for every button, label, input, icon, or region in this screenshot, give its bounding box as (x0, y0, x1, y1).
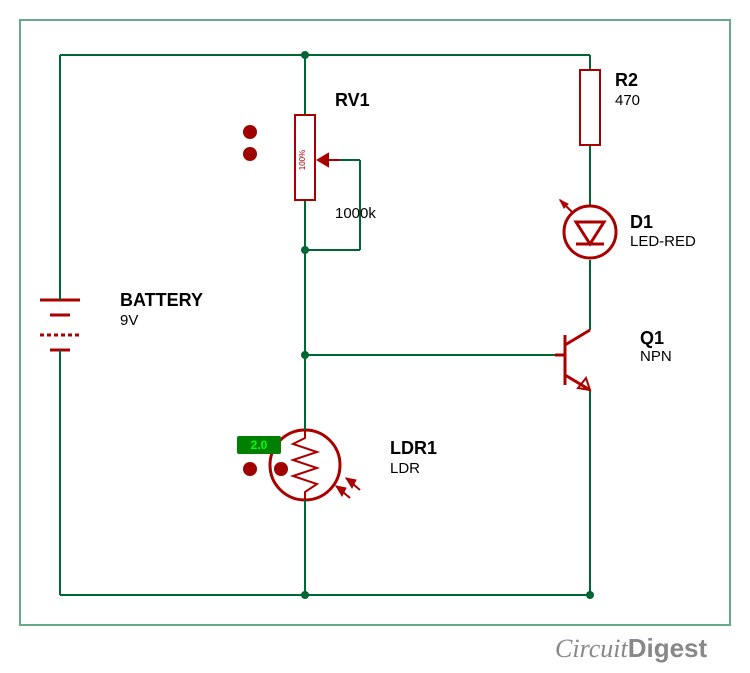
ldr1-value: LDR (390, 460, 420, 477)
watermark-part1: Circuit (555, 634, 628, 663)
watermark-part2: Digest (628, 633, 707, 663)
probe-dot (243, 462, 257, 476)
r2-symbol (580, 70, 600, 145)
q1-value: NPN (640, 348, 672, 365)
ldr1-ref: LDR1 (390, 438, 437, 459)
battery-symbol (40, 300, 80, 350)
svg-text:100%: 100% (298, 150, 307, 170)
probe-dot (243, 125, 257, 139)
r2-ref: R2 (615, 70, 638, 91)
rv1-ref: RV1 (335, 90, 370, 111)
q1-ref: Q1 (640, 328, 664, 349)
battery-value: 9V (120, 312, 138, 329)
d1-value: LED-RED (630, 233, 696, 250)
npn-symbol (555, 330, 590, 390)
r2-value: 470 (615, 92, 640, 109)
junctions (301, 51, 594, 599)
rv1-symbol: 100% (295, 115, 340, 200)
led-symbol (560, 200, 616, 258)
probe-dot (243, 147, 257, 161)
schematic-canvas: 100% BATTERY 9V (0, 0, 750, 673)
d1-ref: D1 (630, 212, 653, 233)
ldr-readout: 2.0 (237, 436, 281, 454)
battery-ref: BATTERY (120, 290, 203, 311)
rv1-value: 1000k (335, 205, 376, 222)
watermark: CircuitDigest (555, 633, 707, 664)
probe-dot (274, 462, 288, 476)
wires (60, 55, 590, 595)
